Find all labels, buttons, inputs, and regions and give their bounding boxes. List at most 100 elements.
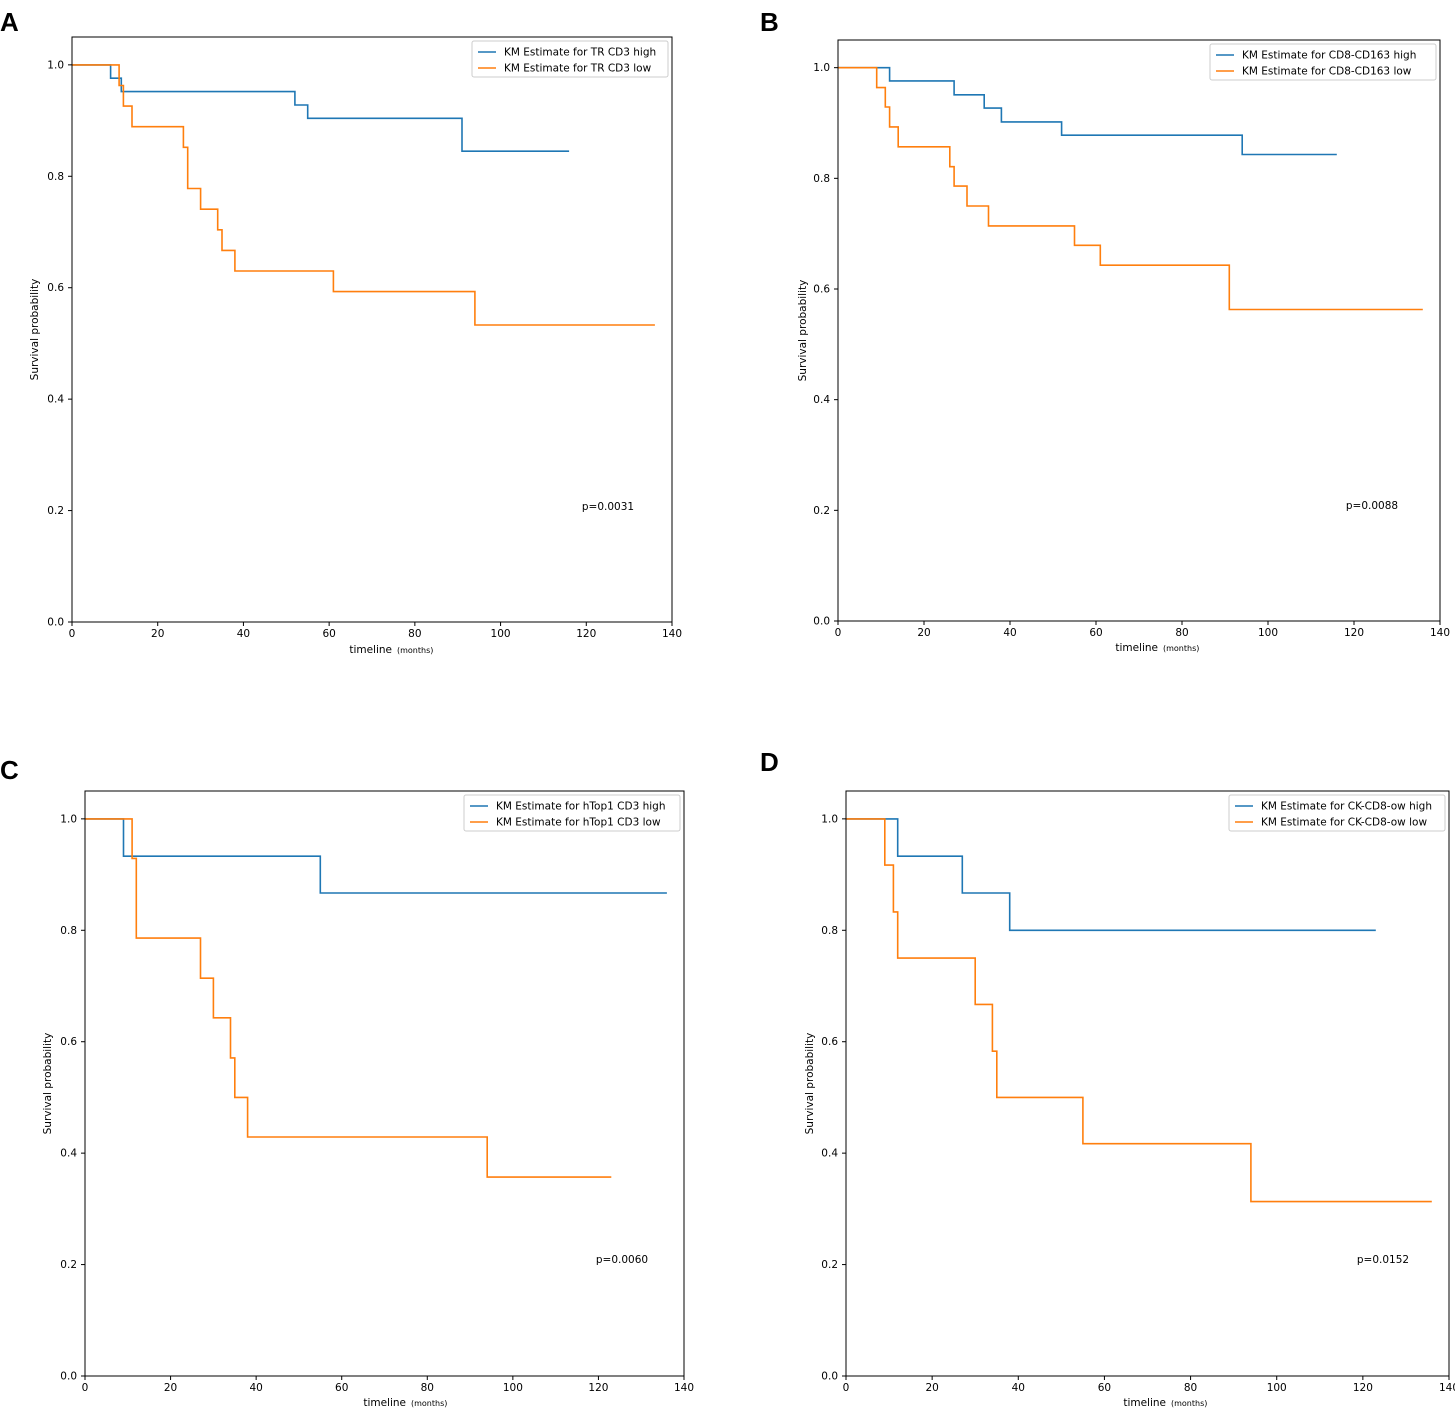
- legend: KM Estimate for TR CD3 high KM Estimate f…: [471, 40, 669, 78]
- series-line-low: [85, 818, 612, 1178]
- x-axis-unit: (months): [1171, 1399, 1207, 1408]
- legend-label-low: KM Estimate for CD8-CD163 low: [1242, 66, 1412, 78]
- y-tick-label: 0.2: [47, 505, 64, 517]
- x-tick-label: 120: [576, 628, 596, 640]
- x-axis-label: timeline: [1115, 642, 1158, 654]
- x-tick-label: 80: [1184, 1382, 1197, 1394]
- x-tick-label: 100: [491, 628, 511, 640]
- legend: KM Estimate for hTop1 CD3 high KM Estimat…: [463, 794, 681, 832]
- y-tick-label: 0.4: [60, 1148, 77, 1160]
- legend-box: [1209, 43, 1437, 81]
- y-tick-label: 0.0: [47, 617, 64, 629]
- series-line-high: [846, 818, 1376, 932]
- panel-letter: C: [0, 755, 19, 785]
- series-line-low: [72, 64, 655, 326]
- y-tick-label: 0.6: [821, 1036, 838, 1048]
- x-tick-label: 40: [1012, 1382, 1025, 1394]
- x-tick-label: 60: [322, 628, 335, 640]
- legend-label-high: KM Estimate for CD8-CD163 high: [1242, 50, 1416, 62]
- x-tick-label: 20: [164, 1382, 177, 1394]
- x-tick-label: 80: [421, 1382, 434, 1394]
- y-tick-label: 1.0: [813, 62, 830, 74]
- panel-letter: A: [0, 7, 19, 37]
- x-tick-label: 60: [335, 1382, 348, 1394]
- legend: KM Estimate for CK-CD8-ow high KM Estimat…: [1228, 794, 1446, 832]
- plot-frame: [845, 790, 1450, 1377]
- x-axis-label: timeline: [349, 644, 392, 656]
- y-tick-label: 0.4: [813, 394, 830, 406]
- x-tick-label: 100: [503, 1382, 523, 1394]
- legend-label-low: KM Estimate for CK-CD8-ow low: [1261, 817, 1427, 829]
- y-tick-label: 0.6: [47, 282, 64, 294]
- series-line-high: [838, 66, 1337, 156]
- x-tick-label: 40: [249, 1382, 262, 1394]
- y-axis-label: Survival probability: [29, 279, 41, 381]
- x-axis-label: timeline: [363, 1397, 406, 1409]
- legend-box: [1228, 794, 1446, 832]
- chart-panel-a: A 0 20 40 60 80 100 120 140 0.0 0.2 0.4 0.6 0.8 1.0 tim…: [0, 7, 682, 656]
- y-tick-label: 0.4: [47, 394, 64, 406]
- panel-letter: D: [760, 747, 779, 777]
- y-tick-label: 1.0: [60, 813, 77, 825]
- legend-box: [471, 40, 669, 78]
- y-tick-label: 0.6: [60, 1036, 77, 1048]
- chart-panel-b: B 0 20 40 60 80 100 120 140 0.0 0.2 0.4 0.6 0.8 1.0 tim…: [760, 7, 1450, 654]
- x-tick-label: 0: [69, 628, 76, 640]
- x-tick-label: 80: [1175, 627, 1188, 639]
- chart-panel-d: D 0 20 40 60 80 100 120 140 0.0 0.2 0.4 0.6 0.8 1.0 tim…: [760, 747, 1455, 1409]
- y-tick-label: 0.8: [60, 925, 77, 937]
- legend-label-high: KM Estimate for CK-CD8-ow high: [1261, 801, 1432, 813]
- x-tick-label: 140: [674, 1382, 694, 1394]
- plot-frame: [71, 36, 673, 623]
- x-axis-unit: (months): [1163, 644, 1199, 653]
- x-tick-label: 120: [588, 1382, 608, 1394]
- y-tick-label: 0.2: [60, 1259, 77, 1271]
- x-tick-label: 20: [917, 627, 930, 639]
- x-tick-label: 120: [1353, 1382, 1373, 1394]
- x-tick-label: 100: [1258, 627, 1278, 639]
- series-line-high: [72, 64, 570, 152]
- y-axis-label: Survival probability: [797, 280, 809, 382]
- x-tick-label: 0: [82, 1382, 89, 1394]
- y-tick-label: 0.4: [821, 1148, 838, 1160]
- x-tick-label: 60: [1089, 627, 1102, 639]
- x-tick-label: 20: [925, 1382, 938, 1394]
- y-tick-label: 0.2: [821, 1259, 838, 1271]
- y-tick-label: 0.8: [47, 171, 64, 183]
- x-tick-label: 40: [1003, 627, 1016, 639]
- legend-label-low: KM Estimate for hTop1 CD3 low: [496, 817, 661, 829]
- y-tick-label: 0.2: [813, 505, 830, 517]
- x-tick-label: 20: [151, 628, 164, 640]
- y-tick-label: 0.8: [821, 925, 838, 937]
- y-tick-label: 0.0: [60, 1371, 77, 1383]
- x-axis-label: timeline: [1123, 1397, 1166, 1409]
- x-axis-unit: (months): [397, 646, 433, 655]
- series-line-low: [846, 818, 1432, 1203]
- y-tick-label: 0.8: [813, 173, 830, 185]
- plot-frame: [837, 39, 1441, 622]
- y-axis-label: Survival probability: [804, 1033, 816, 1135]
- panel-letter: B: [760, 7, 779, 37]
- legend-label-low: KM Estimate for TR CD3 low: [504, 63, 652, 75]
- y-tick-label: 1.0: [47, 59, 64, 71]
- x-tick-label: 0: [835, 627, 842, 639]
- p-value-annotation: p=0.0060: [596, 1254, 648, 1266]
- legend-box: [463, 794, 681, 832]
- x-tick-label: 40: [237, 628, 250, 640]
- x-axis-unit: (months): [411, 1399, 447, 1408]
- y-tick-label: 0.0: [821, 1371, 838, 1383]
- chart-panel-c: C 0 20 40 60 80 100 120 140 0.0 0.2 0.4 0.6 0.8 1.0 tim…: [0, 755, 694, 1409]
- p-value-annotation: p=0.0152: [1357, 1254, 1409, 1266]
- plot-frame: [84, 790, 685, 1377]
- x-tick-label: 140: [662, 628, 682, 640]
- legend-label-high: KM Estimate for TR CD3 high: [504, 47, 656, 59]
- y-tick-label: 1.0: [821, 813, 838, 825]
- series-line-low: [838, 66, 1423, 311]
- legend: KM Estimate for CD8-CD163 high KM Estimat…: [1209, 43, 1437, 81]
- x-tick-label: 120: [1344, 627, 1364, 639]
- y-tick-label: 0.6: [813, 284, 830, 296]
- x-tick-label: 140: [1439, 1382, 1455, 1394]
- x-tick-label: 0: [843, 1382, 850, 1394]
- p-value-annotation: p=0.0088: [1346, 500, 1398, 512]
